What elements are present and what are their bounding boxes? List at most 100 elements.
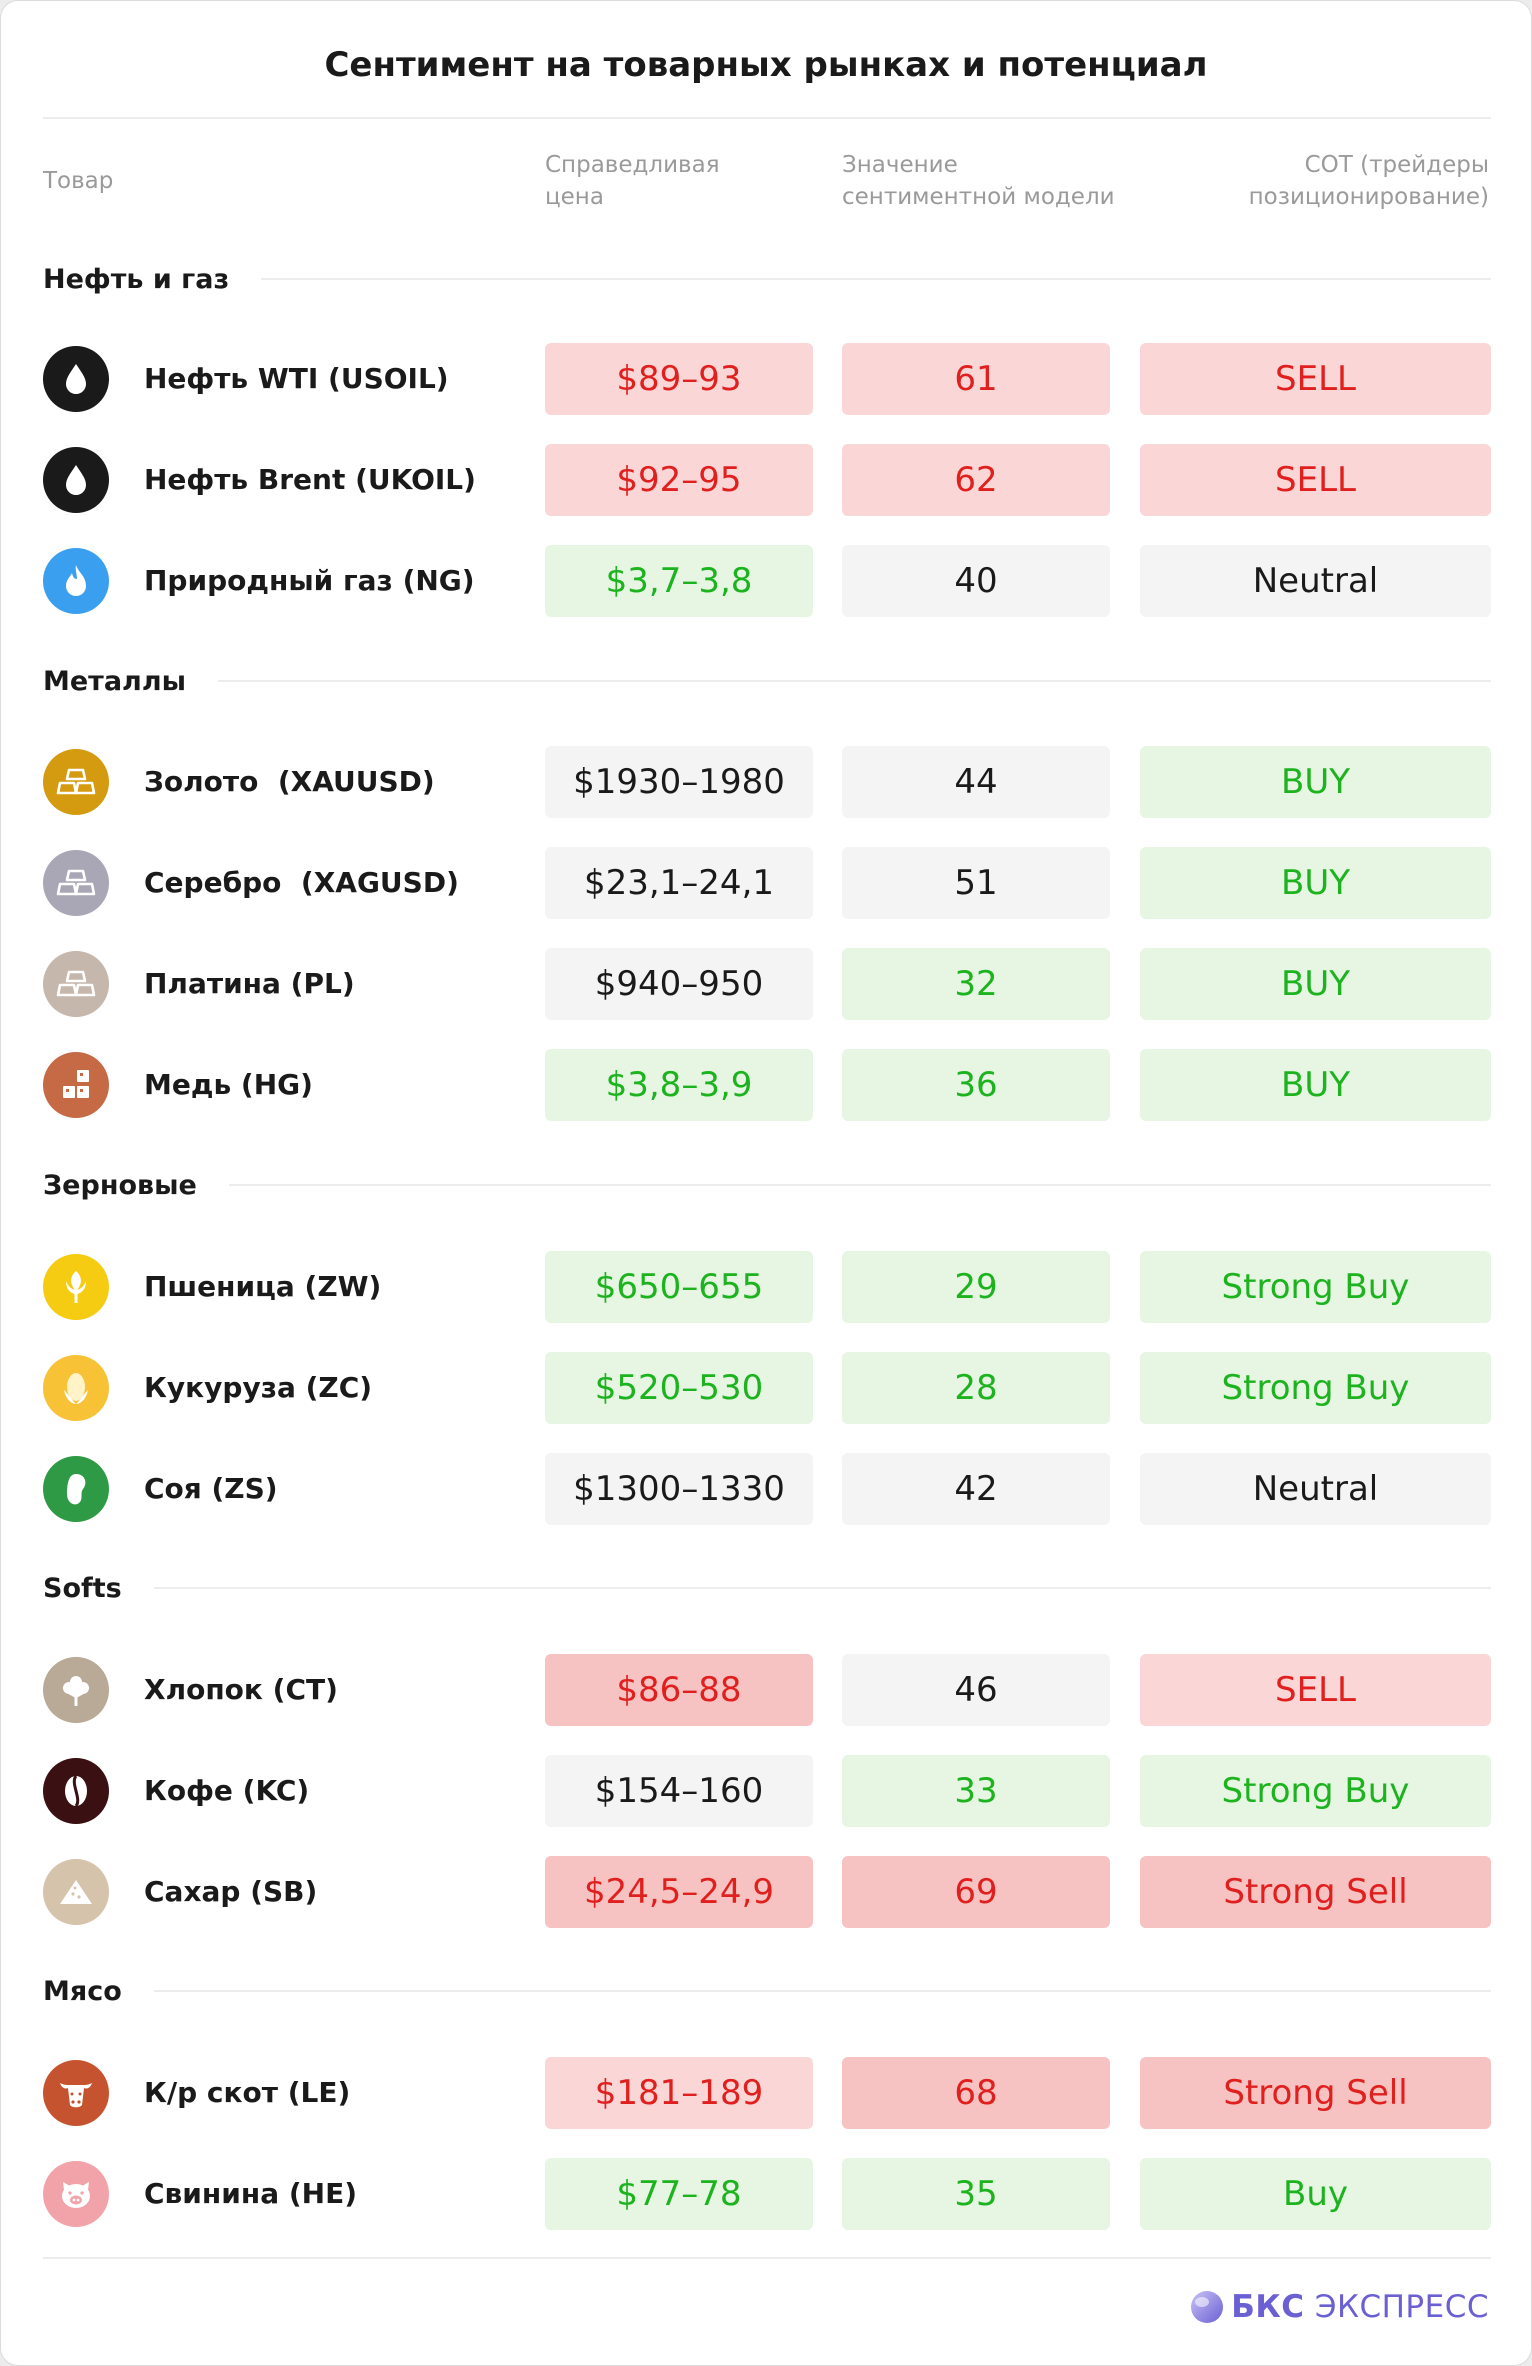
cotton-icon	[43, 1657, 109, 1723]
commodity-name: Кукуруза (ZC)	[144, 1371, 373, 1404]
commodity-name: Золото (XAUUSD)	[144, 765, 435, 798]
fair-price-cell: $1930–1980	[545, 746, 813, 818]
sugar-pile-icon	[43, 1859, 109, 1925]
title-divider	[43, 117, 1491, 119]
column-header-cot-line2: позиционирование)	[1248, 184, 1489, 210]
cot-signal-cell: Strong Buy	[1140, 1755, 1491, 1827]
sentiment-cell: 33	[842, 1755, 1110, 1827]
table-row: Сахар (SB) $24,5–24,9 69 Strong Sell	[1, 1856, 1531, 1928]
cot-signal-cell: Strong Sell	[1140, 1856, 1491, 1928]
section-header: Зерновые	[43, 1165, 1491, 1205]
table-row: К/р скот (LE) $181–189 68 Strong Sell	[1, 2057, 1531, 2129]
gold-bars-icon	[43, 749, 109, 815]
commodity-name: Нефть Brent (UKOIL)	[144, 463, 476, 496]
section-header: Нефть и газ	[43, 259, 1491, 299]
sentiment-cell: 28	[842, 1352, 1110, 1424]
table-row: Платина (PL) $940–950 32 BUY	[1, 948, 1531, 1020]
column-header-fair-price-line1: Справедливая	[545, 152, 720, 178]
table-row: Природный газ (NG) $3,7–3,8 40 Neutral	[1, 545, 1531, 617]
sentiment-cell: 35	[842, 2158, 1110, 2230]
cot-signal-cell: Neutral	[1140, 545, 1491, 617]
commodity-name: Нефть WTI (USOIL)	[144, 362, 449, 395]
flame-icon	[43, 548, 109, 614]
table-row: Серебро (XAGUSD) $23,1–24,1 51 BUY	[1, 847, 1531, 919]
column-header-cot-line1: COT (трейдеры	[1304, 152, 1489, 178]
table-row: Кукуруза (ZC) $520–530 28 Strong Buy	[1, 1352, 1531, 1424]
cot-signal-cell: Strong Sell	[1140, 2057, 1491, 2129]
brand-logo-text: БКС ЭКСПРЕСС	[1231, 2289, 1489, 2325]
fair-price-cell: $24,5–24,9	[545, 1856, 813, 1928]
commodity-name: Свинина (HE)	[144, 2177, 357, 2210]
commodity-name: К/р скот (LE)	[144, 2076, 351, 2109]
column-header-sentiment-line2: сентиментной модели	[842, 184, 1115, 210]
fair-price-cell: $154–160	[545, 1755, 813, 1827]
sentiment-cell: 40	[842, 545, 1110, 617]
fair-price-cell: $77–78	[545, 2158, 813, 2230]
fair-price-cell: $940–950	[545, 948, 813, 1020]
table-row: Нефть WTI (USOIL) $89–93 61 SELL	[1, 343, 1531, 415]
brand-logo-part2: ЭКСПРЕСС	[1314, 2289, 1489, 2325]
commodity-name: Кофе (KC)	[144, 1774, 310, 1807]
commodity-name: Серебро (XAGUSD)	[144, 866, 459, 899]
page-title: Сентимент на товарных рынках и потенциал	[324, 45, 1208, 85]
commodity-name: Медь (HG)	[144, 1068, 313, 1101]
corn-icon	[43, 1355, 109, 1421]
commodity-name: Соя (ZS)	[144, 1472, 278, 1505]
fair-price-cell: $86–88	[545, 1654, 813, 1726]
fair-price-cell: $23,1–24,1	[545, 847, 813, 919]
column-header-product: Товар	[43, 168, 114, 194]
cot-signal-cell: BUY	[1140, 746, 1491, 818]
table-row: Нефть Brent (UKOIL) $92–95 62 SELL	[1, 444, 1531, 516]
cot-signal-cell: SELL	[1140, 343, 1491, 415]
table-row: Медь (HG) $3,8–3,9 36 BUY	[1, 1049, 1531, 1121]
fair-price-cell: $650–655	[545, 1251, 813, 1323]
silver-bars-icon	[43, 850, 109, 916]
brand-logo: БКС ЭКСПРЕСС	[1189, 2287, 1489, 2327]
table-row: Соя (ZS) $1300–1330 42 Neutral	[1, 1453, 1531, 1525]
brand-logo-part1: БКС	[1231, 2289, 1305, 2325]
sentiment-cell: 61	[842, 343, 1110, 415]
section-label: Нефть и газ	[43, 263, 230, 295]
sentiment-cell: 44	[842, 746, 1110, 818]
column-header-sentiment: Значение сентиментной модели	[842, 149, 1115, 213]
table-row: Свинина (HE) $77–78 35 Buy	[1, 2158, 1531, 2230]
cot-signal-cell: BUY	[1140, 948, 1491, 1020]
commodity-name: Платина (PL)	[144, 967, 355, 1000]
cattle-icon	[43, 2060, 109, 2126]
oil-drop-icon	[43, 447, 109, 513]
sentiment-cell: 42	[842, 1453, 1110, 1525]
column-header-sentiment-line1: Значение	[842, 152, 958, 178]
footer-divider	[43, 2257, 1491, 2259]
table-row: Кофе (KC) $154–160 33 Strong Buy	[1, 1755, 1531, 1827]
cot-signal-cell: Buy	[1140, 2158, 1491, 2230]
sentiment-cell: 36	[842, 1049, 1110, 1121]
table-row: Хлопок (CT) $86–88 46 SELL	[1, 1654, 1531, 1726]
table-row: Пшеница (ZW) $650–655 29 Strong Buy	[1, 1251, 1531, 1323]
commodity-name: Сахар (SB)	[144, 1875, 318, 1908]
brand-logo-icon	[1191, 2291, 1224, 2323]
sentiment-cell: 51	[842, 847, 1110, 919]
cot-signal-cell: Strong Buy	[1140, 1352, 1491, 1424]
copper-blocks-icon	[43, 1052, 109, 1118]
section-label: Зерновые	[43, 1169, 197, 1201]
commodity-name: Пшеница (ZW)	[144, 1270, 382, 1303]
fair-price-cell: $3,7–3,8	[545, 545, 813, 617]
sentiment-cell: 62	[842, 444, 1110, 516]
fair-price-cell: $89–93	[545, 343, 813, 415]
commodity-name: Хлопок (CT)	[144, 1673, 338, 1706]
pig-icon	[43, 2161, 109, 2227]
sentiment-cell: 29	[842, 1251, 1110, 1323]
platinum-bars-icon	[43, 951, 109, 1017]
fair-price-cell: $3,8–3,9	[545, 1049, 813, 1121]
section-divider	[218, 680, 1491, 682]
section-label: Softs	[43, 1572, 122, 1604]
cot-signal-cell: BUY	[1140, 847, 1491, 919]
cot-signal-cell: Strong Buy	[1140, 1251, 1491, 1323]
sentiment-cell: 46	[842, 1654, 1110, 1726]
cot-signal-cell: SELL	[1140, 444, 1491, 516]
section-divider	[261, 278, 1491, 280]
section-divider	[153, 1990, 1491, 1992]
oil-drop-icon	[43, 346, 109, 412]
coffee-bean-icon	[43, 1758, 109, 1824]
